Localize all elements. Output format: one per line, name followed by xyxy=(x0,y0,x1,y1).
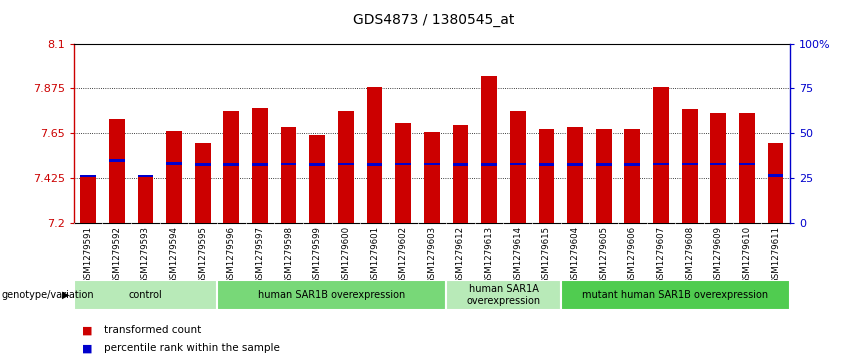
Bar xyxy=(223,111,240,223)
Text: GSM1279613: GSM1279613 xyxy=(484,226,494,284)
Text: ■: ■ xyxy=(82,343,93,354)
Bar xyxy=(309,163,326,166)
Bar xyxy=(538,163,555,166)
Bar xyxy=(510,163,526,165)
Text: GSM1279607: GSM1279607 xyxy=(656,226,666,284)
Bar xyxy=(595,163,612,166)
Text: GSM1279606: GSM1279606 xyxy=(628,226,637,284)
Bar xyxy=(653,163,669,165)
Bar xyxy=(481,163,497,166)
Text: GSM1279604: GSM1279604 xyxy=(570,226,580,284)
Bar xyxy=(767,143,784,223)
Bar xyxy=(424,163,440,165)
Bar xyxy=(194,163,211,166)
Bar xyxy=(710,113,727,223)
Text: ■: ■ xyxy=(82,325,93,335)
Text: GSM1279596: GSM1279596 xyxy=(227,226,236,284)
Bar xyxy=(624,163,641,166)
Text: transformed count: transformed count xyxy=(104,325,201,335)
Bar xyxy=(538,129,555,223)
Bar xyxy=(624,129,641,223)
Text: percentile rank within the sample: percentile rank within the sample xyxy=(104,343,280,354)
Bar xyxy=(166,131,182,223)
Text: GSM1279599: GSM1279599 xyxy=(312,226,322,284)
Bar xyxy=(280,163,297,165)
Text: GSM1279595: GSM1279595 xyxy=(198,226,207,284)
Bar xyxy=(366,163,383,166)
Bar xyxy=(108,119,125,223)
Bar xyxy=(280,127,297,223)
Bar xyxy=(561,280,790,310)
Text: GSM1279594: GSM1279594 xyxy=(169,226,179,284)
Bar xyxy=(80,175,96,177)
Text: GSM1279601: GSM1279601 xyxy=(370,226,379,284)
Bar xyxy=(137,175,154,177)
Text: GSM1279602: GSM1279602 xyxy=(398,226,408,284)
Text: GSM1279598: GSM1279598 xyxy=(284,226,293,284)
Bar xyxy=(166,162,182,164)
Bar xyxy=(767,174,784,176)
Bar xyxy=(194,143,211,223)
Bar xyxy=(567,163,583,166)
Text: GDS4873 / 1380545_at: GDS4873 / 1380545_at xyxy=(353,13,515,27)
Text: human SAR1B overexpression: human SAR1B overexpression xyxy=(258,290,405,300)
Text: GSM1279610: GSM1279610 xyxy=(742,226,752,284)
Text: GSM1279597: GSM1279597 xyxy=(255,226,265,284)
Bar xyxy=(366,87,383,223)
Bar xyxy=(309,135,326,223)
Text: GSM1279609: GSM1279609 xyxy=(713,226,723,284)
Bar xyxy=(681,163,698,165)
Text: GSM1279593: GSM1279593 xyxy=(141,226,150,284)
Bar xyxy=(252,109,268,223)
Bar xyxy=(481,76,497,223)
Text: GSM1279611: GSM1279611 xyxy=(771,226,780,284)
Text: control: control xyxy=(128,290,162,300)
Bar xyxy=(510,111,526,223)
Text: GSM1279592: GSM1279592 xyxy=(112,226,122,284)
Bar xyxy=(80,176,96,223)
Text: GSM1279614: GSM1279614 xyxy=(513,226,523,284)
Text: GSM1279600: GSM1279600 xyxy=(341,226,351,284)
Text: GSM1279612: GSM1279612 xyxy=(456,226,465,284)
Bar xyxy=(595,129,612,223)
Bar xyxy=(452,163,469,166)
Bar xyxy=(395,123,411,223)
Text: ▶: ▶ xyxy=(62,290,69,300)
Bar xyxy=(739,163,755,165)
Bar xyxy=(395,163,411,165)
Bar xyxy=(710,163,727,165)
Bar xyxy=(424,132,440,223)
Bar xyxy=(252,163,268,166)
Bar xyxy=(452,125,469,223)
Bar xyxy=(137,176,154,223)
Text: GSM1279605: GSM1279605 xyxy=(599,226,608,284)
Bar xyxy=(223,163,240,166)
Bar xyxy=(739,113,755,223)
Bar xyxy=(338,163,354,165)
Text: genotype/variation: genotype/variation xyxy=(2,290,95,300)
Bar xyxy=(74,280,217,310)
Bar xyxy=(446,280,561,310)
Text: GSM1279603: GSM1279603 xyxy=(427,226,437,284)
Bar xyxy=(681,109,698,223)
Bar xyxy=(338,111,354,223)
Text: GSM1279608: GSM1279608 xyxy=(685,226,694,284)
Bar xyxy=(653,87,669,223)
Bar xyxy=(567,127,583,223)
Bar xyxy=(108,159,125,162)
Bar xyxy=(217,280,446,310)
Text: human SAR1A
overexpression: human SAR1A overexpression xyxy=(466,284,541,306)
Text: GSM1279591: GSM1279591 xyxy=(83,226,93,284)
Text: mutant human SAR1B overexpression: mutant human SAR1B overexpression xyxy=(582,290,768,300)
Text: GSM1279615: GSM1279615 xyxy=(542,226,551,284)
